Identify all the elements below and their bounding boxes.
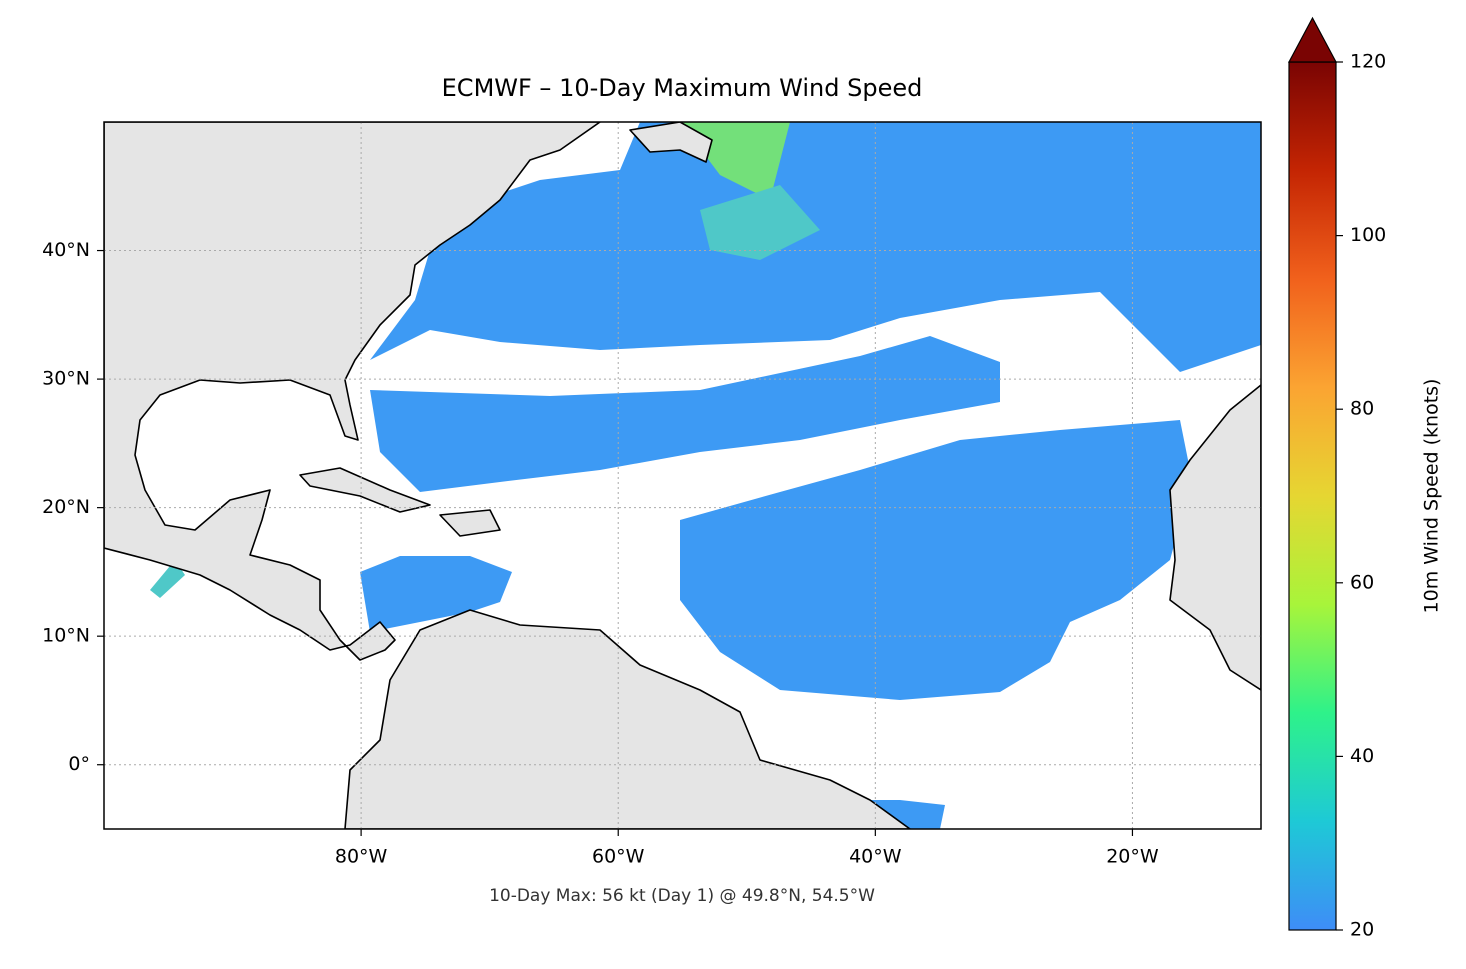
- colorbar-tick-label: 80: [1350, 398, 1374, 420]
- colorbar: [1288, 61, 1337, 931]
- hispaniola: [439, 509, 501, 537]
- colorbar-tick-label: 100: [1350, 224, 1386, 246]
- x-tick-label: 60°W: [592, 846, 645, 868]
- map: [104, 122, 1261, 829]
- y-tick-label: 0°: [68, 753, 90, 775]
- colorbar-label: 10m Wind Speed (knots): [1421, 379, 1443, 614]
- south-america: [344, 609, 911, 829]
- x-tick-label: 80°W: [335, 846, 388, 868]
- colorbar-tick-label: 60: [1350, 571, 1374, 593]
- colorbar-extend: [1287, 16, 1338, 63]
- wind-field: [370, 336, 1000, 492]
- africa: [1169, 384, 1261, 691]
- y-tick-label: 10°N: [42, 625, 90, 647]
- map-frame: [103, 121, 1262, 830]
- cuba: [299, 467, 431, 513]
- newfoundland: [629, 122, 713, 163]
- colorbar-tick-label: 120: [1350, 51, 1386, 73]
- annotation: 10-Day Max: 56 kt (Day 1) @ 49.8°N, 54.5…: [489, 886, 875, 906]
- wind-field: [370, 122, 1261, 372]
- y-tick-label: 20°N: [42, 496, 90, 518]
- wind-field: [360, 556, 512, 632]
- wind-field: [700, 185, 820, 260]
- y-tick-label: 30°N: [42, 368, 90, 390]
- x-tick-label: 20°W: [1106, 846, 1159, 868]
- wind-field: [150, 560, 185, 598]
- colorbar-tick-label: 40: [1350, 745, 1374, 767]
- y-tick-label: 40°N: [42, 239, 90, 261]
- wind-field: [680, 420, 1192, 700]
- colorbar-tick-label: 20: [1350, 919, 1374, 941]
- x-tick-label: 40°W: [849, 846, 902, 868]
- chart-title: ECMWF – 10-Day Maximum Wind Speed: [442, 74, 923, 102]
